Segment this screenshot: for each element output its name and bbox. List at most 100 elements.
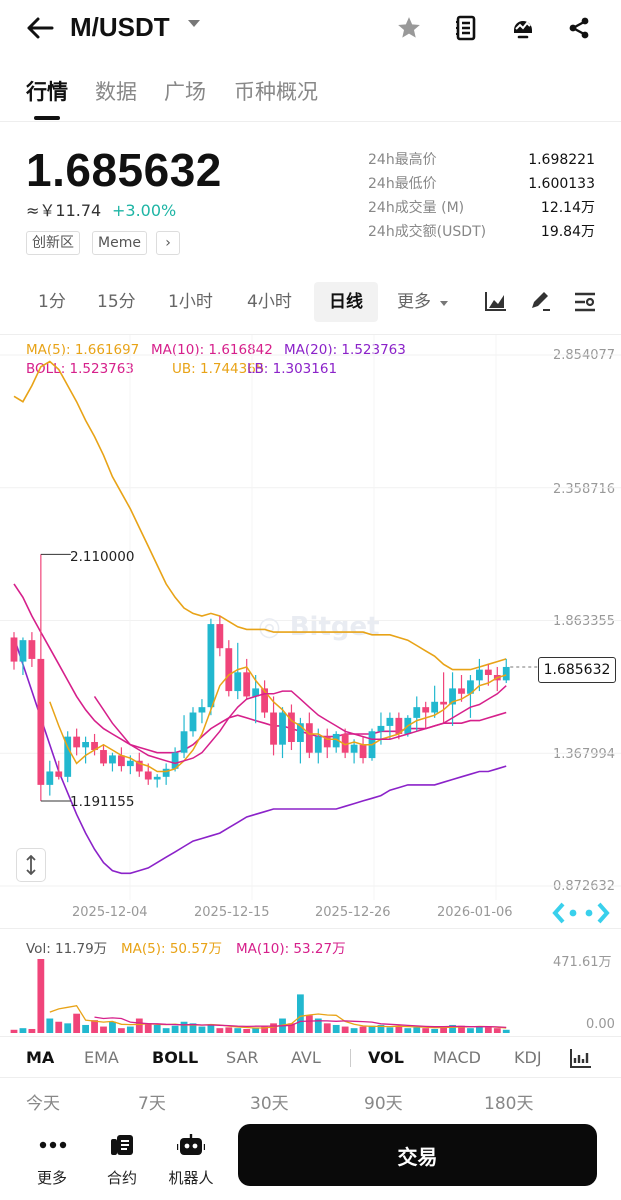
legend-ub: UB: 1.744365: [172, 361, 265, 377]
period-today[interactable]: 今天: [26, 1094, 60, 1114]
volume-chart[interactable]: [0, 955, 621, 1035]
indicator-vol[interactable]: VOL: [368, 1048, 404, 1067]
trade-button[interactable]: 交易: [238, 1124, 597, 1186]
volume-bar: [19, 1028, 27, 1033]
y-tick-label: 1.863355: [553, 614, 616, 629]
draw-pen-icon[interactable]: [528, 290, 552, 318]
candle-body: [28, 640, 36, 659]
candle-body: [449, 688, 456, 705]
robot-label[interactable]: 机器人: [168, 1169, 214, 1187]
indicator-sar[interactable]: SAR: [226, 1048, 259, 1067]
candle-body: [64, 736, 72, 777]
indicator-ema[interactable]: EMA: [84, 1048, 119, 1067]
contract-icon[interactable]: [107, 1130, 137, 1160]
more-label[interactable]: 更多: [36, 1169, 67, 1187]
indicator-boll[interactable]: BOLL: [152, 1048, 199, 1067]
indicator-macd[interactable]: MACD: [433, 1048, 481, 1067]
volume-bar: [332, 1024, 340, 1033]
candle-body: [82, 741, 89, 748]
volume-bar: [189, 1023, 197, 1033]
interval-more[interactable]: 更多: [397, 292, 431, 312]
divider: [0, 1077, 621, 1078]
scroll-to-latest-icon[interactable]: [551, 898, 611, 928]
candle-body: [252, 688, 260, 697]
volume-bar: [153, 1024, 161, 1033]
volume-bar: [135, 1018, 143, 1033]
pair-title[interactable]: M/USDT: [70, 12, 170, 42]
candle-body: [484, 669, 492, 675]
interval-15m[interactable]: 15分: [97, 292, 136, 312]
volume-bar: [109, 1021, 116, 1033]
caret-down-icon[interactable]: [440, 301, 448, 306]
period-180d[interactable]: 180天: [484, 1094, 534, 1114]
notebook-icon[interactable]: [450, 12, 482, 44]
section-tabs: 行情 数据 广场 币种概况: [0, 70, 621, 120]
boll-mid-line: [13, 583, 507, 754]
more-dots-icon[interactable]: [38, 1130, 68, 1160]
indicator-kdj[interactable]: KDJ: [514, 1048, 542, 1067]
candle-body: [458, 688, 465, 694]
period-7d[interactable]: 7天: [138, 1094, 166, 1114]
interval-1d[interactable]: 日线: [329, 292, 363, 312]
area-chart-icon[interactable]: [484, 290, 508, 316]
candle-body: [502, 666, 510, 681]
indicator-settings-icon[interactable]: [569, 1047, 593, 1073]
indicator-bar: MA EMA BOLL SAR AVL VOL MACD KDJ: [0, 1040, 621, 1076]
tag-meme[interactable]: Meme: [92, 231, 147, 255]
volume-bar: [467, 1028, 474, 1033]
candlestick-chart[interactable]: ◎ Bitget: [0, 335, 621, 900]
star-icon[interactable]: [393, 12, 425, 44]
volume-bar: [82, 1024, 89, 1033]
volume-bar: [225, 1027, 233, 1033]
candle-body: [162, 768, 170, 777]
tab-market[interactable]: 行情: [26, 80, 68, 104]
candle-body: [180, 731, 188, 753]
stat-turnover-value: 19.84万: [540, 224, 595, 240]
volume-bar: [458, 1025, 465, 1033]
candle-body: [476, 669, 483, 681]
indicator-ma[interactable]: MA: [26, 1048, 55, 1067]
candle-body: [413, 707, 421, 718]
stat-low-label: 24h最低价: [368, 176, 437, 192]
legend-vol: Vol: 11.79万: [26, 941, 108, 957]
robot-icon[interactable]: [176, 1130, 206, 1160]
legend-lb: LB: 1.303161: [247, 361, 338, 377]
volume-bar: [261, 1026, 268, 1033]
period-30d[interactable]: 30天: [250, 1094, 289, 1114]
candle-body: [359, 744, 367, 759]
back-arrow-icon[interactable]: [22, 10, 58, 46]
alert-icon[interactable]: [507, 12, 539, 44]
volume-bar: [100, 1026, 107, 1033]
chart-resize-handle-icon[interactable]: [16, 848, 46, 882]
volume-bar: [162, 1028, 170, 1033]
share-icon[interactable]: [563, 12, 595, 44]
candle-body: [118, 755, 125, 767]
contract-label[interactable]: 合约: [106, 1169, 137, 1187]
volume-bar: [198, 1026, 206, 1033]
candle-body: [126, 760, 134, 767]
settings-sliders-icon[interactable]: [573, 291, 597, 317]
tag-innovation-zone[interactable]: 创新区: [26, 231, 80, 255]
x-date-label: 2026-01-06: [437, 905, 513, 920]
period-90d[interactable]: 90天: [364, 1094, 403, 1114]
volume-bar: [413, 1027, 421, 1033]
tab-data[interactable]: 数据: [95, 80, 137, 104]
stat-volume-label: 24h成交量 (M): [368, 200, 465, 216]
cny-price: ≈￥11.74: [26, 201, 102, 220]
volume-bar: [431, 1028, 439, 1033]
tags-more-chevron-icon[interactable]: ›: [156, 231, 180, 255]
indicator-avl[interactable]: AVL: [291, 1048, 321, 1067]
legend-ma5: MA(5): 1.661697: [26, 342, 140, 358]
interval-1h[interactable]: 1小时: [168, 292, 213, 312]
interval-1m[interactable]: 1分: [38, 292, 66, 312]
candle-body: [234, 672, 242, 692]
volume-bar: [252, 1028, 260, 1033]
tab-coin-overview[interactable]: 币种概况: [234, 80, 318, 104]
volume-bar: [171, 1025, 179, 1033]
tab-square[interactable]: 广场: [164, 80, 206, 104]
candle-body: [243, 672, 251, 697]
stat-high-value: 1.698221: [528, 152, 595, 168]
caret-down-icon[interactable]: [188, 20, 200, 27]
interval-4h[interactable]: 4小时: [247, 292, 292, 312]
low-marker-label: 1.191155: [70, 794, 135, 810]
